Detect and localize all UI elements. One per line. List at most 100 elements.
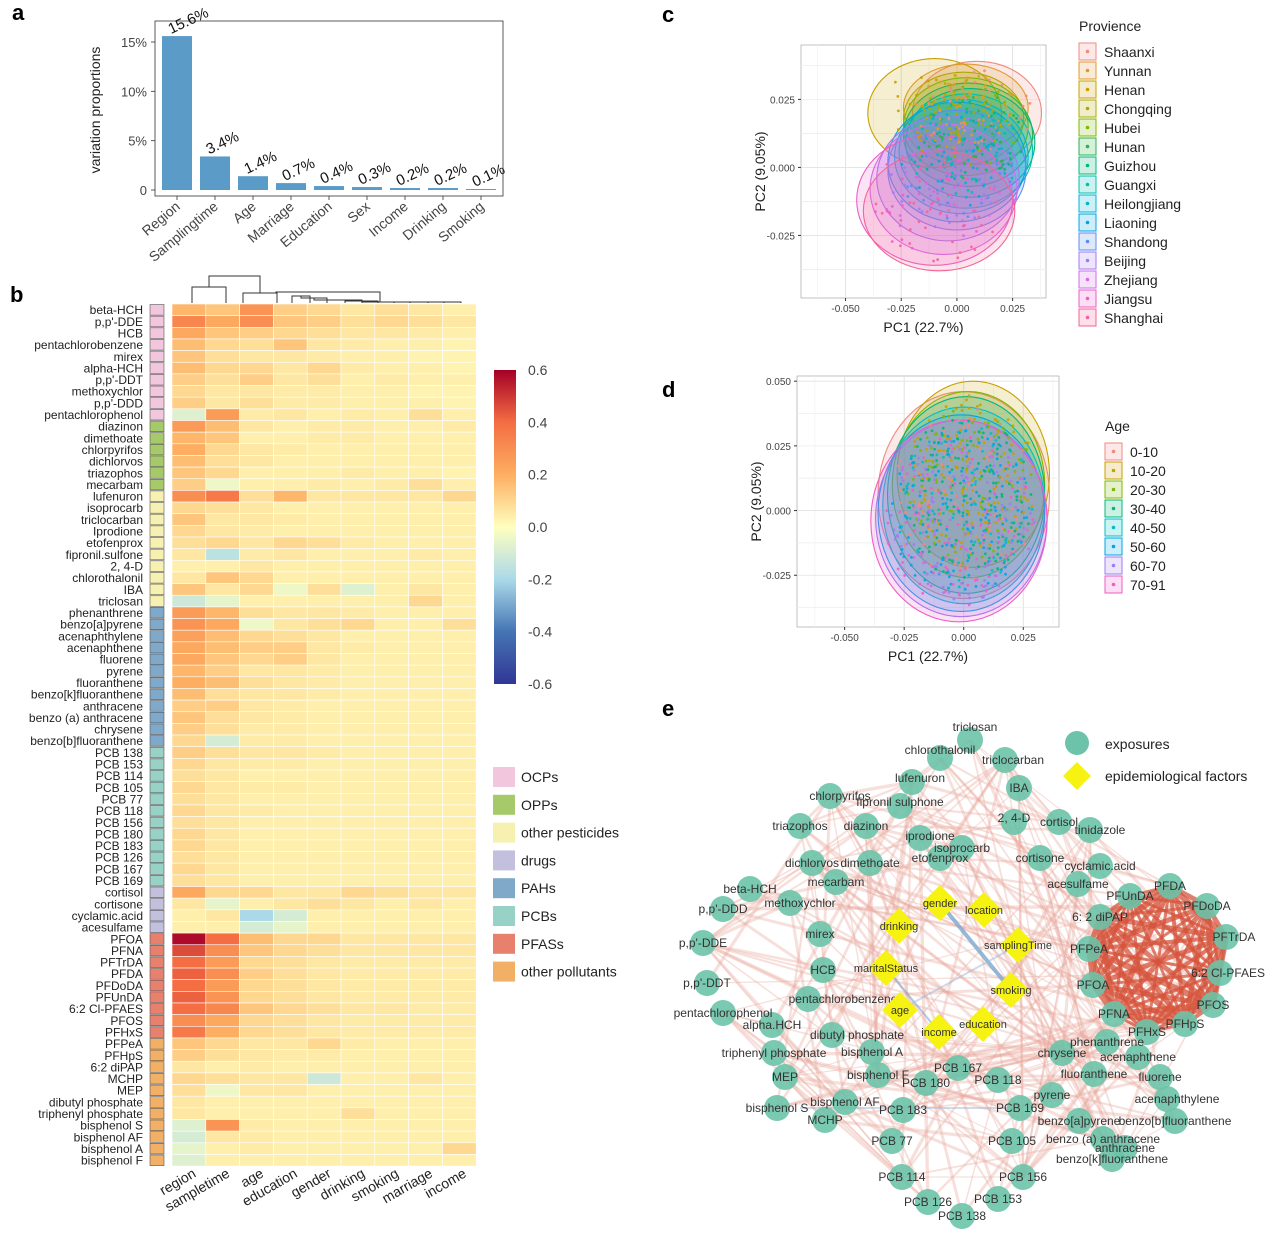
heatmap-cell	[171, 501, 207, 514]
heatmap-cell	[306, 944, 342, 957]
heatmap-cell	[171, 734, 207, 747]
heatmap-cell	[340, 862, 376, 876]
heatmap-cell	[239, 688, 274, 701]
row-group-marker	[149, 816, 165, 829]
heatmap-cell	[340, 338, 376, 351]
heatmap-cell	[408, 525, 443, 538]
heatmap-cell	[374, 1060, 409, 1074]
factor-node-label: samplingTime	[984, 940, 1052, 952]
heatmap-row-label: PCB 180	[95, 827, 143, 841]
heatmap-cell	[374, 513, 409, 526]
heatmap-cell	[273, 303, 308, 316]
exposure-node-label: acenaphthene	[1100, 1050, 1176, 1064]
heatmap-cell	[442, 536, 477, 549]
exposure-node-label: benzo[b]fluoranthene	[1119, 1114, 1232, 1128]
heatmap-cell	[374, 490, 409, 503]
heatmap-cell	[306, 326, 342, 340]
heatmap-cell	[374, 361, 409, 375]
heatmap-cell	[374, 932, 409, 946]
heatmap-cell	[442, 874, 477, 887]
row-group-marker	[149, 700, 165, 712]
heatmap-cell	[408, 559, 443, 573]
heatmap-cell	[273, 315, 308, 328]
heatmap-cell	[408, 1037, 443, 1050]
heatmap-cell	[340, 1026, 376, 1039]
heatmap-cell	[374, 315, 409, 328]
heatmap-cell	[306, 664, 342, 678]
exposure-node	[1039, 1082, 1065, 1108]
heatmap-cell	[442, 956, 477, 969]
heatmap-cell	[374, 734, 409, 747]
heatmap-cell	[340, 1095, 376, 1109]
heatmap-cell	[273, 688, 308, 701]
heatmap-cell	[171, 303, 207, 316]
pca-xlabel: PC1 (22.7%)	[888, 648, 968, 664]
heatmap-cell	[306, 443, 342, 456]
exposure-node-label: chrysene	[1038, 1046, 1087, 1060]
colorbar-tick: -0.4	[528, 624, 552, 640]
heatmap-cell	[205, 338, 240, 351]
bar-region	[162, 36, 192, 190]
heatmap-cell	[171, 653, 207, 666]
panel-a-bar-chart: 05%10%15% 15.6%3.4%1.4% 0.7% 0.4% 0.3% 0.2% 0…	[87, 4, 508, 265]
heatmap-row-label: 2, 4-D	[110, 559, 143, 573]
heatmap-cell	[273, 967, 308, 980]
group-legend-swatch	[493, 878, 515, 899]
heatmap-cell	[239, 804, 274, 817]
exposure-node-label: iprodione	[905, 829, 955, 843]
row-group-marker	[149, 315, 165, 328]
heatmap-cell	[374, 1026, 409, 1039]
heatmap-row-label: bisphenol F	[81, 1154, 143, 1168]
colorbar-tick: 0.2	[528, 467, 548, 483]
heatmap-cell	[442, 1072, 477, 1085]
heatmap-cell	[273, 839, 308, 852]
heatmap-cell	[273, 886, 308, 899]
heatmap-cell	[374, 781, 409, 794]
exposure-node-label: dichlorvos	[785, 856, 839, 870]
exposure-node-label: acenaphthylene	[1135, 1092, 1220, 1106]
heatmap-row-label: fluoranthene	[76, 676, 143, 690]
heatmap-cell	[340, 618, 376, 631]
heatmap-cell	[442, 1142, 477, 1155]
heatmap-cell	[374, 606, 409, 619]
legend-label: Chongqing	[1104, 101, 1172, 117]
heatmap-cell	[340, 711, 376, 724]
heatmap-cell	[205, 548, 240, 561]
heatmap-cell	[442, 466, 477, 480]
heatmap-cell	[442, 1037, 477, 1050]
heatmap-cell	[171, 991, 207, 1004]
exposure-node	[777, 890, 803, 916]
heatmap-cell	[171, 431, 207, 445]
heatmap-cell	[273, 723, 308, 736]
heatmap-cell	[239, 1130, 274, 1144]
heatmap-cell	[205, 303, 240, 316]
heatmap-cell	[442, 653, 477, 666]
heatmap-cell	[239, 536, 274, 549]
row-group-marker	[149, 944, 165, 957]
factor-node-label: maritalStatus	[854, 963, 919, 975]
heatmap-cell	[273, 816, 308, 829]
heatmap-cell	[442, 862, 477, 876]
heatmap-cell	[408, 862, 443, 876]
panel-a-ytick: 5%	[128, 134, 147, 149]
exposure-node-label: chlorothalonil	[905, 743, 976, 757]
heatmap-cell	[340, 315, 376, 328]
exposure-node-label: PFUnDA	[1106, 889, 1153, 903]
group-legend-label: other pesticides	[521, 825, 619, 841]
heatmap-cell	[442, 618, 477, 631]
row-group-marker	[149, 886, 165, 898]
heatmap-cell	[171, 315, 207, 328]
heatmap-cell	[306, 338, 342, 351]
heatmap-row-label: PFNA	[111, 944, 143, 958]
colorbar	[494, 370, 516, 684]
exposure-node	[1087, 853, 1113, 879]
heatmap-cell	[205, 839, 240, 852]
heatmap-cell	[442, 606, 477, 619]
heatmap-cell	[205, 664, 240, 678]
heatmap-cell	[340, 571, 376, 584]
heatmap-cell	[306, 1084, 342, 1097]
heatmap-cell	[374, 548, 409, 561]
heatmap-cell	[408, 583, 443, 596]
heatmap-row-label: bisphenol S	[80, 1119, 143, 1133]
row-group-marker	[149, 420, 165, 432]
